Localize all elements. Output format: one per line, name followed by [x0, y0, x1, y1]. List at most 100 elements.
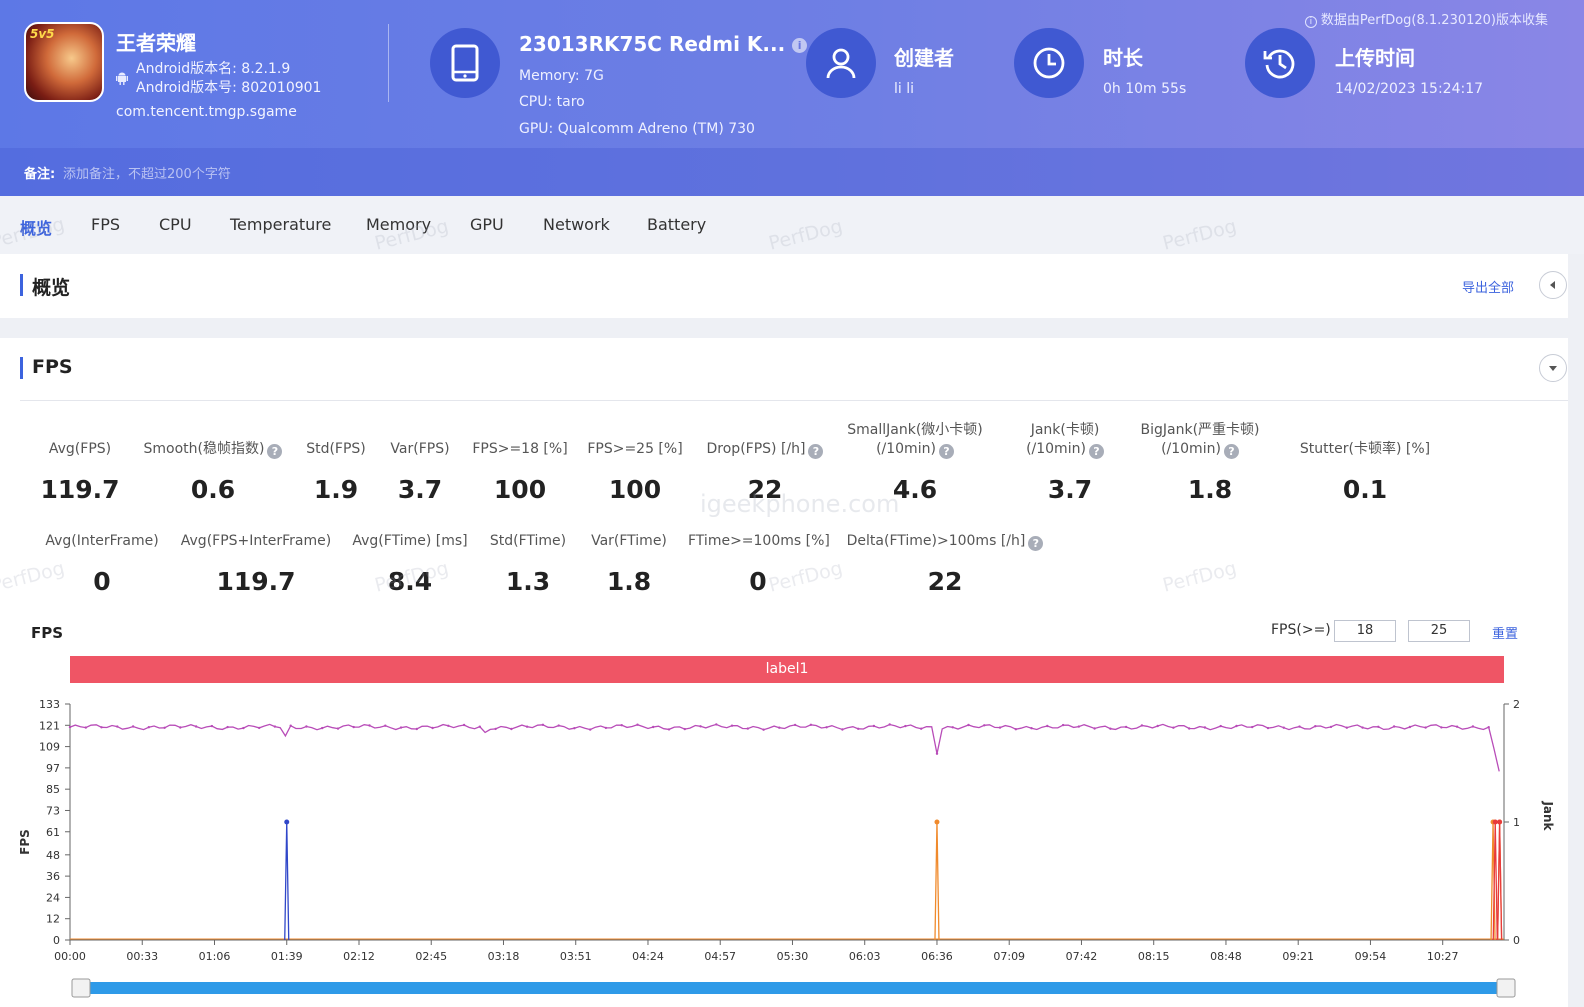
app-name: 王者荣耀 — [116, 31, 196, 55]
fps-threshold-input-1[interactable]: 18 — [1334, 620, 1396, 642]
chart-title: FPS — [31, 624, 64, 642]
help-icon[interactable]: ? — [267, 444, 283, 459]
tab-temperature[interactable]: Temperature — [230, 215, 332, 234]
tab-overview[interactable]: 概览 — [20, 219, 53, 238]
duration-value: 0h 10m 55s — [1103, 81, 1187, 97]
upload-circle — [1245, 28, 1315, 98]
triangle-left-icon — [1550, 281, 1555, 289]
tab-battery[interactable]: Battery — [647, 215, 707, 234]
triangle-down-icon — [1549, 366, 1557, 371]
reset-link[interactable]: 重置 — [1492, 627, 1519, 642]
metric-std-ftime-value: 1.3 — [505, 567, 551, 596]
metric-avg-fps-value: 119.7 — [40, 475, 120, 504]
user-icon — [826, 48, 856, 79]
upload-value: 14/02/2023 15:24:17 — [1335, 81, 1484, 97]
device-title: 23013RK75C Redmi K... i — [519, 32, 808, 56]
metric-var-fps-value: 3.7 — [397, 475, 443, 504]
metric-var-ftime-label: Var(FTime) — [591, 533, 667, 549]
metric-jank-value: 3.7 — [1047, 475, 1093, 504]
help-icon[interactable]: ? — [808, 444, 824, 459]
metric-delta-ftime-label: Delta(FTime)>100ms [/h]? — [845, 532, 1045, 551]
fps-threshold-input-2[interactable]: 25 — [1408, 620, 1470, 642]
metric-std-fps-label: Std(FPS) — [306, 441, 366, 457]
tab-network[interactable]: Network — [543, 215, 610, 234]
metric-smooth-label: Smooth(稳帧指数)? — [138, 440, 288, 459]
label-bar[interactable]: label1 — [70, 656, 1504, 683]
duration-circle — [1014, 28, 1084, 98]
metric-avg-ftime-value: 8.4 — [387, 567, 433, 596]
metric-var-ftime-value: 1.8 — [606, 567, 652, 596]
app-version-name: Android版本名: 8.2.1.9 — [136, 61, 291, 77]
metric-stutter-value: 0.1 — [1342, 475, 1388, 504]
metric-ftime100-value: 0 — [749, 567, 767, 596]
help-icon[interactable]: ? — [938, 444, 954, 459]
history-icon — [1263, 49, 1295, 79]
overview-title-bar — [20, 274, 23, 296]
fps-title-bar — [20, 357, 23, 379]
metric-fps18-label: FPS>=18 [%] — [472, 441, 568, 457]
clock-icon — [1033, 47, 1065, 79]
help-icon[interactable]: ? — [1028, 536, 1044, 551]
metric-delta-ftime-value: 22 — [927, 567, 963, 596]
device-memory: Memory: 7G — [519, 68, 604, 84]
tab-gpu[interactable]: GPU — [470, 215, 504, 234]
app-version-code: Android版本号: 802010901 — [136, 80, 322, 96]
help-icon[interactable]: ? — [1088, 444, 1104, 459]
fps-threshold-label: FPS(>=) — [1271, 622, 1331, 638]
android-icon — [116, 72, 128, 85]
metric-std-fps-value: 1.9 — [313, 475, 359, 504]
duration-title: 时长 — [1103, 46, 1143, 70]
fps-section-title: FPS — [32, 356, 73, 378]
overview-collapse-button[interactable] — [1539, 271, 1567, 299]
tab-bar — [0, 196, 1584, 254]
tablet-icon — [451, 44, 479, 82]
fps-section-divider — [20, 400, 1568, 401]
metric-avg-ftime-label: Avg(FTime) [ms] — [352, 533, 468, 549]
upload-title: 上传时间 — [1335, 46, 1415, 70]
metric-stutter-label: Stutter(卡顿率) [%] — [1299, 441, 1431, 457]
fps-collapse-button[interactable] — [1539, 354, 1567, 382]
metric-avg-interframe-label: Avg(InterFrame) — [45, 533, 159, 549]
tab-cpu[interactable]: CPU — [159, 215, 192, 234]
app-icon-badge: 5v5 — [30, 27, 55, 41]
metric-fps25-value: 100 — [608, 475, 662, 504]
tab-memory[interactable]: Memory — [366, 215, 432, 234]
metric-jank-label: Jank(卡顿) (/10min)? — [1005, 421, 1125, 459]
metric-bigjank-value: 1.8 — [1187, 475, 1233, 504]
header-divider — [388, 24, 389, 102]
help-icon[interactable]: ? — [1223, 444, 1239, 459]
app-version: Android版本名: 8.2.1.9 Android版本号: 80201090… — [136, 60, 321, 98]
remark-input[interactable]: 添加备注，不超过200个字符 — [63, 167, 231, 182]
metric-avg-fps-interframe-value: 119.7 — [216, 567, 296, 596]
creator-value: li li — [894, 81, 915, 97]
remark-label: 备注: — [24, 167, 56, 182]
device-gpu: GPU: Qualcomm Adreno (TM) 730 — [519, 121, 755, 137]
metric-avg-fps-label: Avg(FPS) — [48, 441, 112, 457]
creator-circle — [806, 28, 876, 98]
app-package: com.tencent.tmgp.sgame — [116, 104, 297, 120]
metric-std-ftime-label: Std(FTime) — [489, 533, 567, 549]
metric-fps18-value: 100 — [493, 475, 547, 504]
overview-title: 概览 — [32, 277, 71, 299]
export-all-link[interactable]: 导出全部 — [1462, 281, 1515, 296]
info-icon: i — [1304, 16, 1317, 28]
device-circle — [430, 28, 500, 98]
metric-drop-label: Drop(FPS) [/h]? — [695, 440, 835, 459]
metric-smalljank-value: 4.6 — [892, 475, 938, 504]
tab-fps[interactable]: FPS — [91, 215, 121, 234]
metric-ftime100-label: FTime>=100ms [%] — [688, 533, 830, 549]
metric-fps25-label: FPS>=25 [%] — [587, 441, 683, 457]
metric-avg-interframe-value: 0 — [93, 567, 111, 596]
metric-bigjank-label: BigJank(严重卡顿) (/10min)? — [1140, 422, 1260, 459]
metric-drop-value: 22 — [747, 475, 783, 504]
device-info-icon[interactable]: i — [792, 38, 808, 53]
device-cpu: CPU: taro — [519, 94, 585, 110]
metric-smalljank-label: SmallJank(微小卡顿) (/10min)? — [847, 422, 983, 459]
metric-var-fps-label: Var(FPS) — [390, 441, 450, 457]
report-header: i 数据由PerfDog(8.1.230120)版本收集 5v5 王者荣耀 And… — [0, 0, 1584, 196]
app-icon: 5v5 — [24, 22, 104, 102]
remark-bar — [0, 148, 1584, 196]
overview-panel: 概览 导出全部 — [0, 254, 1568, 318]
metric-avg-fps-interframe-label: Avg(FPS+InterFrame) — [180, 533, 332, 549]
collection-notice: i 数据由PerfDog(8.1.230120)版本收集 — [1304, 9, 1548, 28]
